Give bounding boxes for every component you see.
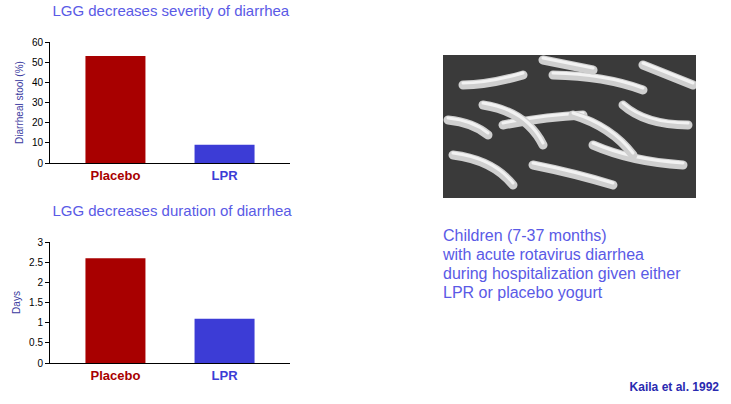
svg-text:Placebo: Placebo [91, 368, 141, 383]
svg-text:Diarrheal stool (%): Diarrheal stool (%) [14, 61, 25, 144]
html-text:with acute rotavirus diarrhea: with acute rotavirus diarrhea [443, 246, 644, 263]
svg-text:50: 50 [32, 57, 44, 68]
svg-text:30: 30 [32, 97, 44, 108]
svg-text:LGG decreases severity of diar: LGG decreases severity of diarrhea [52, 2, 289, 19]
svg-text:LPR: LPR [212, 368, 239, 383]
svg-text:LPR: LPR [212, 168, 239, 183]
svg-text:0: 0 [37, 358, 43, 369]
svg-text:20: 20 [32, 117, 44, 128]
html-text:LPR or placebo yogurt: LPR or placebo yogurt [443, 284, 603, 301]
svg-text:40: 40 [32, 77, 44, 88]
svg-text:0: 0 [37, 158, 43, 169]
svg-text:60: 60 [32, 37, 44, 48]
html-text:during hospitalization given e: during hospitalization given either [443, 265, 681, 282]
svg-text:0.5: 0.5 [29, 337, 43, 348]
svg-text:1: 1 [37, 317, 43, 328]
svg-text:2.5: 2.5 [29, 257, 43, 268]
svg-text:Placebo: Placebo [91, 168, 141, 183]
html-text:Kaila et al. 1992: Kaila et al. 1992 [629, 380, 719, 394]
html-text:Children (7-37 months): Children (7-37 months) [443, 227, 607, 244]
svg-text:2: 2 [37, 277, 43, 288]
svg-text:Days: Days [11, 291, 22, 314]
svg-text:LGG decreases duration of diar: LGG decreases duration of diarrhea [52, 202, 292, 219]
svg-text:10: 10 [32, 137, 44, 148]
svg-text:3: 3 [37, 237, 43, 248]
svg-text:1.5: 1.5 [29, 297, 43, 308]
